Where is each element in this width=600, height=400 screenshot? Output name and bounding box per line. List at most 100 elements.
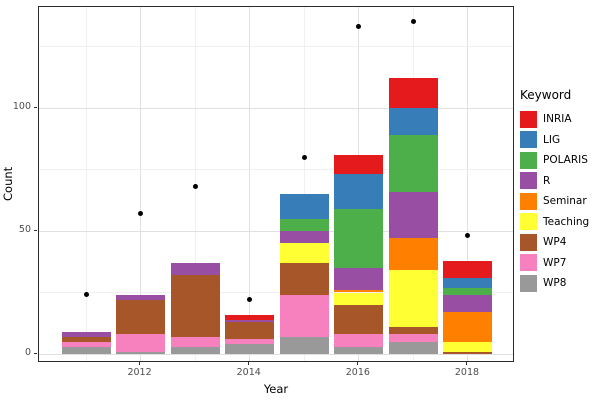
y-tick-mark [34, 229, 37, 231]
legend-swatch-inria [520, 110, 537, 128]
legend-swatch-polaris [520, 151, 537, 169]
x-tick-mark [466, 362, 468, 365]
bar-segment-wp8-2013 [170, 346, 220, 354]
bar-segment-r-2012 [116, 294, 166, 300]
bar-segment-lig-2018 [443, 277, 493, 288]
legend-label: WP7 [543, 256, 567, 269]
bar-segment-wp4-2014 [225, 322, 275, 340]
bar-segment-r-2014 [225, 319, 275, 322]
data-point-2011 [83, 292, 89, 298]
bar-segment-wp4-2013 [170, 275, 220, 337]
bar-segment-wp7-2013 [170, 336, 220, 347]
x-tick-mark [139, 362, 141, 365]
legend-items: INRIA LIG POLARIS R Seminar Teaching WP4 WP7 WP8 [520, 109, 600, 294]
vertical-gridline [140, 7, 142, 361]
bar-segment-polaris-2015 [279, 218, 329, 231]
data-point-2013 [192, 184, 198, 190]
x-tick-label: 2016 [345, 367, 370, 378]
major-gridline [39, 107, 513, 109]
legend-swatch-seminar [520, 192, 537, 210]
legend-swatch-wp7 [520, 254, 537, 272]
legend-swatch-teaching [520, 213, 537, 231]
bar-segment-polaris-2018 [443, 287, 493, 295]
legend-swatch-wp8 [520, 274, 537, 292]
bar-segment-seminar-2018 [443, 312, 493, 342]
legend-label: WP4 [543, 236, 567, 249]
legend-swatch-r [520, 172, 537, 190]
bar-segment-wp8-2011 [61, 346, 111, 354]
bar-segment-r-2017 [388, 191, 438, 239]
bar-segment-inria-2017 [388, 78, 438, 108]
keyword-legend: Keyword INRIA LIG POLARIS R Seminar Teaching W… [520, 88, 600, 294]
legend-label: WP8 [543, 277, 567, 290]
bar-segment-wp4-2012 [116, 299, 166, 335]
major-gridline [39, 230, 513, 232]
data-point-2014 [247, 297, 253, 303]
legend-title: Keyword [520, 88, 572, 102]
x-axis-title: Year [263, 382, 289, 396]
bar-segment-wp7-2015 [279, 294, 329, 337]
y-axis-title: Count [1, 166, 15, 202]
legend-item-polaris: POLARIS [520, 150, 600, 171]
bar-segment-r-2011 [61, 331, 111, 337]
bar-segment-wp7-2012 [116, 334, 166, 352]
bar-segment-lig-2015 [279, 194, 329, 219]
legend-label: Seminar [543, 195, 587, 208]
bar-segment-wp4-2017 [388, 326, 438, 335]
bar-segment-wp4-2018 [443, 351, 493, 354]
legend-item-seminar: Seminar [520, 191, 600, 212]
legend-item-wp4: WP4 [520, 232, 600, 253]
y-tick-label: 0 [24, 347, 31, 358]
bar-segment-teaching-2015 [279, 243, 329, 263]
bar-segment-seminar-2017 [388, 238, 438, 271]
bar-segment-teaching-2017 [388, 270, 438, 327]
y-tick-label: 100 [12, 101, 31, 112]
legend-swatch-lig [520, 131, 537, 149]
legend-item-wp8: WP8 [520, 273, 600, 294]
x-tick-label: 2012 [127, 367, 152, 378]
legend-label: Teaching [543, 215, 590, 228]
bar-segment-polaris-2016 [334, 208, 384, 268]
bar-segment-r-2015 [279, 231, 329, 244]
bar-segment-r-2013 [170, 262, 220, 276]
data-point-2015 [301, 154, 307, 160]
legend-item-teaching: Teaching [520, 212, 600, 233]
legend-label: POLARIS [543, 154, 588, 167]
y-tick-mark [34, 106, 37, 108]
minor-gridline [39, 169, 513, 170]
x-tick-mark [357, 362, 359, 365]
vertical-gridline [467, 7, 469, 361]
bar-segment-wp8-2014 [225, 344, 275, 354]
bar-segment-wp7-2011 [61, 341, 111, 347]
minor-gridline [39, 292, 513, 293]
bar-segment-wp7-2016 [334, 334, 384, 347]
plot-panel [38, 6, 514, 362]
x-tick-label: 2018 [454, 367, 480, 378]
bar-segment-inria-2018 [443, 260, 493, 278]
bar-segment-lig-2017 [388, 108, 438, 136]
data-point-2012 [138, 211, 144, 217]
data-point-2017 [410, 19, 416, 25]
data-point-2018 [465, 233, 471, 239]
legend-label: LIG [543, 133, 561, 146]
bar-segment-wp4-2015 [279, 262, 329, 295]
bar-segment-wp8-2017 [388, 341, 438, 354]
minor-gridline [39, 46, 513, 47]
bar-segment-seminar-2016 [334, 290, 384, 293]
legend-item-r: R [520, 171, 600, 192]
legend-item-wp7: WP7 [520, 253, 600, 274]
bar-segment-inria-2016 [334, 154, 384, 175]
legend-item-inria: INRIA [520, 109, 600, 130]
vertical-gridline [249, 7, 251, 361]
bar-segment-teaching-2016 [334, 292, 384, 305]
x-tick-mark [248, 362, 250, 365]
legend-label: INRIA [543, 113, 572, 126]
legend-item-lig: LIG [520, 130, 600, 151]
legend-label: R [543, 174, 551, 187]
bar-segment-r-2016 [334, 267, 384, 291]
vertical-gridline [194, 7, 196, 361]
bar-segment-polaris-2017 [388, 135, 438, 192]
bar-segment-wp4-2016 [334, 304, 384, 335]
vertical-gridline [303, 7, 305, 361]
